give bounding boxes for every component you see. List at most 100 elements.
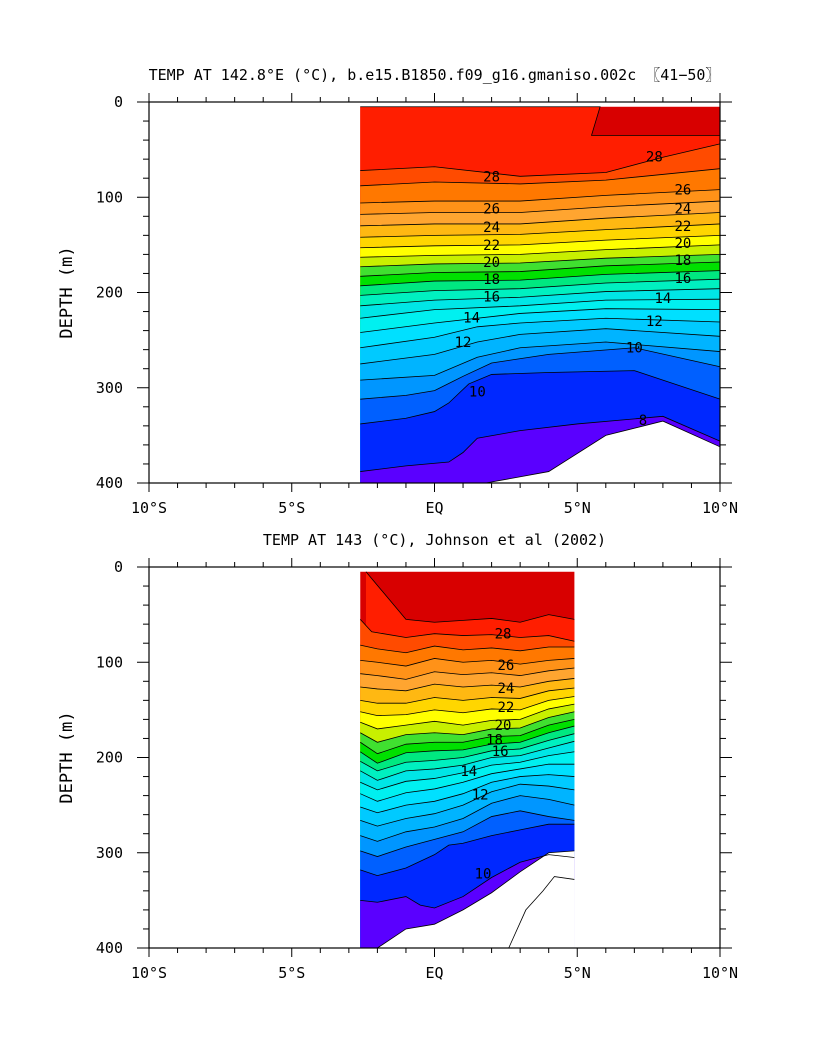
x-tick-label: 10°S [131,499,167,517]
isotherm-7 [377,850,575,949]
contour-label: 24 [483,220,500,236]
temperature-fill [360,106,720,484]
isotherm-6 [508,876,575,949]
y-tick-label: 100 [96,653,123,671]
isotherm-16 [360,740,575,781]
contour-label: 8 [639,413,647,429]
contour-label: 20 [495,718,512,734]
isotherm-11 [360,341,721,381]
isotherm-12 [360,328,721,365]
contour-label: 28 [483,169,500,185]
y-tick-label: 0 [114,558,123,576]
isotherm-22 [360,696,575,716]
isotherm-26 [360,658,575,667]
contour-label: 20 [674,236,691,252]
contour-label: 24 [674,202,691,218]
y-tick-labels: 0 100 200 300 400 [96,558,123,957]
temperature-band-6 [485,421,720,483]
isotherm-29 [365,571,575,623]
isotherm-18 [360,270,721,287]
isotherm-25 [360,200,721,215]
contour-label: 26 [497,658,514,674]
isotherm-28 [359,619,575,642]
contour-label: 28 [495,627,512,643]
axis-ticks [137,558,732,957]
y-tick-label: 200 [96,749,123,767]
contour-label: 22 [483,238,500,254]
contour-label: 10 [626,341,643,357]
isotherm-10 [360,810,575,857]
isotherm-26 [360,189,721,204]
x-tick-labels: 10°S 5°S EQ 5°N 10°N [131,499,738,517]
isotherm-13 [360,317,721,349]
contour-label: 16 [674,271,691,287]
y-tick-label: 200 [96,284,123,302]
contour-label: 16 [492,744,509,760]
temperature-fill [360,571,575,948]
isotherm-11 [360,795,575,842]
contour-label: 28 [646,149,663,165]
isotherm-15 [360,751,575,791]
x-tick-label: 5°N [564,499,591,517]
isotherm-27 [360,644,575,654]
x-tick-label: 10°S [131,964,167,982]
isotherm-27 [360,168,721,187]
isotherm-18 [360,725,575,764]
isotherm-8 [360,415,721,472]
contour-label: 16 [483,289,500,305]
isotherm-25 [360,667,575,680]
contour-label: 10 [469,385,486,401]
isotherm-19 [360,719,575,755]
model-temperature-panel: 2828262624242222202018181616141412121010… [57,66,738,517]
isotherm-23 [360,687,575,704]
isotherm-24 [360,678,575,692]
isotherm-21 [360,244,721,258]
contour-label: 22 [497,700,514,716]
contour-label: 18 [674,253,691,269]
isotherm-15 [360,298,721,319]
isotherm-13 [360,774,575,814]
isotherm-9 [360,823,575,877]
y-tick-label: 0 [114,93,123,111]
isotherm-19 [360,261,721,277]
isotherm-lines [359,571,575,949]
contour-label: 24 [497,681,514,697]
temperature-band-5 [508,876,575,948]
isotherm-20 [360,254,721,268]
isotherm-14 [360,308,721,333]
y-tick-label: 400 [96,474,123,492]
y-axis-label: DEPTH (m) [57,246,77,338]
isotherm-16 [360,288,721,307]
contour-label: 22 [674,219,691,235]
y-tick-label: 400 [96,939,123,957]
isotherm-8 [360,854,575,909]
contour-label: 26 [483,202,500,218]
isotherm-28 [360,143,721,177]
isotherm-17 [360,278,721,296]
isotherm-24 [360,212,721,227]
isotherm-12 [360,783,575,827]
contour-label: 14 [654,291,671,307]
x-tick-label: 10°N [702,964,738,982]
isotherm-lines [360,106,721,484]
contour-label: 26 [674,183,691,199]
contour-label: 14 [460,764,477,780]
contour-label: 20 [483,255,500,271]
y-tick-label: 300 [96,379,123,397]
contour-label: 10 [475,867,492,883]
x-tick-label: 5°S [278,499,305,517]
contour-label: 12 [646,314,663,330]
y-axis-label: DEPTH (m) [57,711,77,803]
chart-title: TEMP AT 143 (°C), Johnson et al (2002) [263,531,606,549]
contour-label: 18 [483,272,500,288]
axis-ticks [137,93,732,492]
isotherm-22 [360,234,721,249]
contour-labels: 2828262624242222202018181616141412121010… [455,149,692,429]
isotherm-21 [360,703,575,730]
x-tick-label: EQ [425,499,443,517]
x-tick-label: 5°N [564,964,591,982]
x-tick-label: 10°N [702,499,738,517]
chart-title: TEMP AT 142.8°E (°C), b.e15.B1850.f09_g1… [149,66,721,84]
